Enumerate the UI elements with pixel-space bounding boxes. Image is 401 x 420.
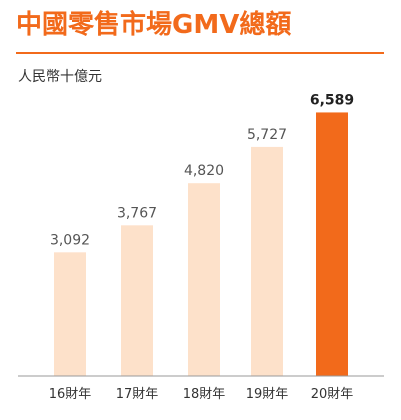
x-tick-label-1: 16財年 — [49, 387, 92, 402]
x-tick-label-3: 18財年 — [183, 387, 226, 402]
title-divider — [16, 52, 384, 54]
labels-layer: 3,092 16財年 3,767 17財年 4,820 18財年 5,727 19財年 6,58… — [49, 92, 354, 402]
bar-value-label-5: 6,589 — [310, 92, 354, 108]
bar-value-label-2: 3,767 — [117, 205, 157, 221]
bars-layer — [54, 112, 348, 376]
x-tick-label-5: 20財年 — [311, 387, 354, 402]
bar-2 — [121, 225, 153, 376]
bar-value-label-3: 4,820 — [184, 163, 224, 179]
bar-value-label-1: 3,092 — [50, 232, 90, 248]
bar-value-label-4: 5,727 — [247, 127, 287, 143]
unit-label: 人民幣十億元 — [18, 69, 102, 85]
x-tick-label-4: 19財年 — [246, 387, 289, 402]
bar-4 — [251, 146, 283, 376]
bar-5 — [316, 112, 348, 376]
bar-3 — [188, 183, 220, 376]
x-tick-label-2: 17財年 — [116, 387, 159, 402]
bar-1 — [54, 252, 86, 376]
chart-title: 中國零售市場GMV總額 — [16, 10, 292, 40]
